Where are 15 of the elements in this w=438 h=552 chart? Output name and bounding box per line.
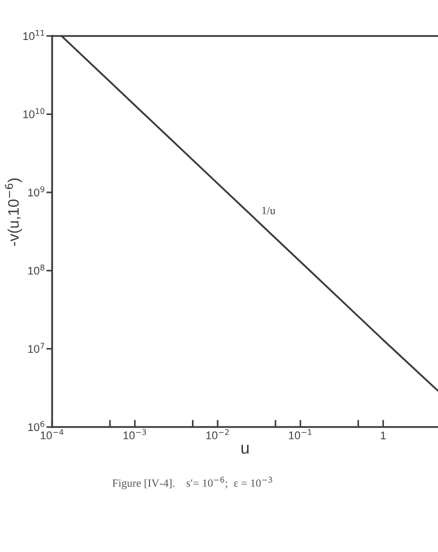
y-tick-label: 10$^{9}$ (28, 186, 44, 196)
y-tick-label: 10$^{7}$ (28, 342, 44, 353)
x-axis-title: u (242, 444, 249, 454)
y-axis-title: -v(u,10$^{−6}$) (4, 178, 22, 246)
x-tick-label: 10$^{−3}$ (124, 429, 146, 440)
x-tick-label: 10$^{−1}$ (289, 429, 312, 440)
y-tick-label: 10$^{11}$ (23, 30, 44, 40)
x-tick-label: 10$^{−4}$ (40, 429, 64, 440)
annotation: 1/u (262, 206, 276, 214)
y-tick-label: 10$^{8}$ (28, 264, 44, 275)
text: Figure [IV-4]. s′= 10$^{−6}$; ε = 10$^{−3}$ (112, 476, 272, 490)
x-tick-label: 10$^{−2}$ (206, 429, 229, 440)
x-tick-label: 1 (380, 432, 386, 440)
y-tick-label: 10$^{10}$ (23, 108, 44, 118)
y-tick-label: 10$^{6}$ (28, 420, 44, 432)
